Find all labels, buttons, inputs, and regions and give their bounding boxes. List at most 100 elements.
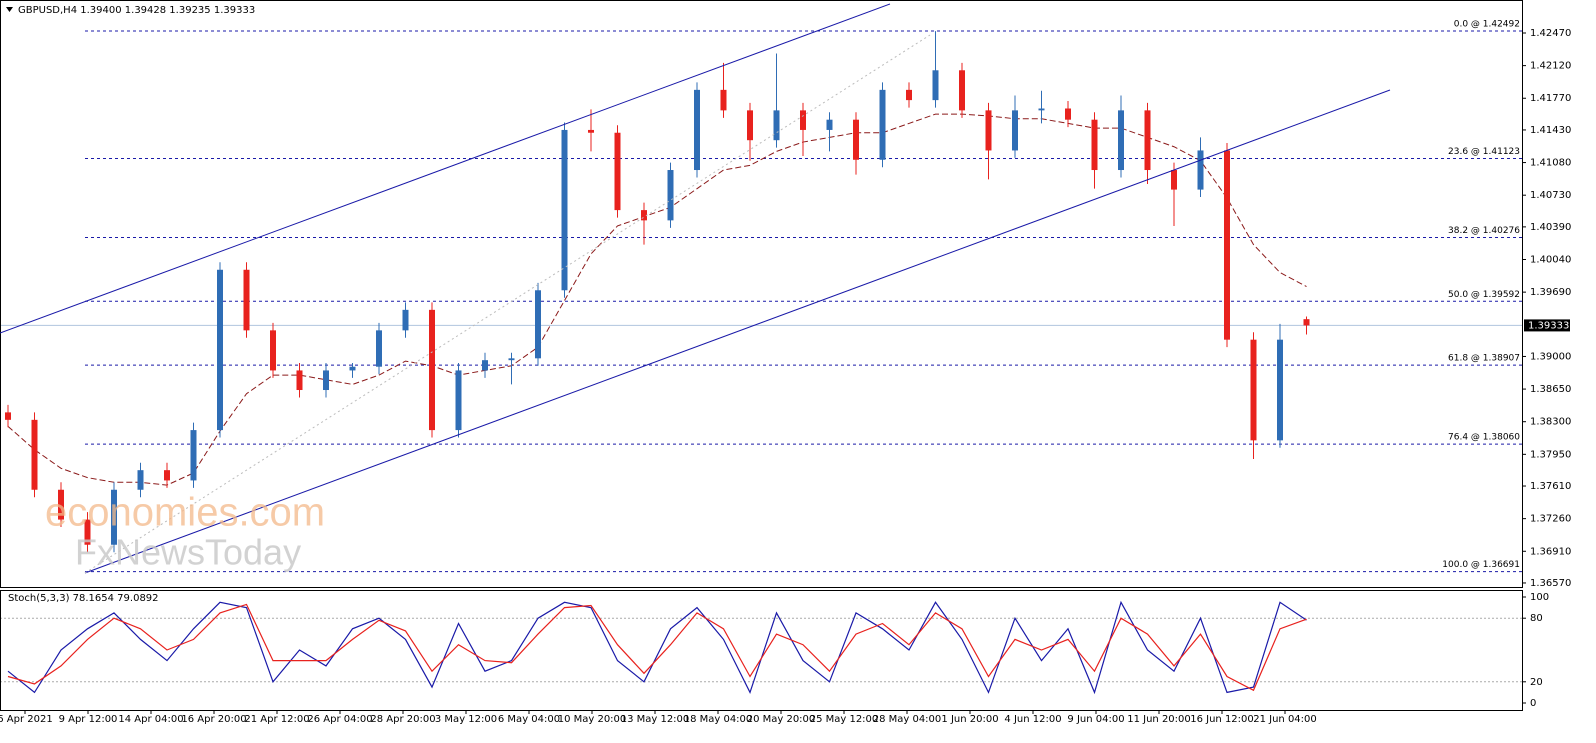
- y-tick-label: 1.39000: [1530, 351, 1571, 362]
- candle-body: [455, 370, 462, 431]
- candle-body: [270, 330, 276, 371]
- candle-body: [773, 110, 780, 141]
- y-tick-label: 1.41770: [1530, 93, 1571, 104]
- candle-body: [376, 330, 382, 367]
- watermark: FxNewsToday: [75, 532, 301, 573]
- x-tick-label: 28 May 04:00: [873, 714, 942, 725]
- menu-arrow: [6, 7, 13, 12]
- candle-body: [58, 489, 64, 520]
- candle-body: [985, 110, 992, 151]
- candle-body: [959, 70, 965, 111]
- x-tick-label: 18 May 04:00: [684, 714, 753, 725]
- layers: 1.42470 1.42120 1.41770 1.41430 1.41080 1.407…: [0, 19, 1571, 725]
- x-tick-label: 28 Apr 20:00: [370, 714, 435, 725]
- x-tick-label: 21 Jun 04:00: [1253, 714, 1317, 725]
- candle-body: [1065, 108, 1071, 120]
- y-tick-label: 1.40390: [1530, 222, 1571, 233]
- y-tick-label: 20: [1530, 677, 1543, 688]
- fib-label: 23.6 @ 1.41123: [1448, 147, 1520, 157]
- candle-body: [1038, 108, 1045, 111]
- candle-body: [84, 519, 91, 545]
- candle-body: [1197, 150, 1204, 190]
- stoch-line: [7, 600, 1307, 695]
- candle-body: [932, 70, 939, 101]
- fib-label: 100.0 @ 1.36691: [1442, 560, 1520, 570]
- candle-body: [1250, 339, 1257, 441]
- y-tick-label: 1.42120: [1530, 61, 1571, 72]
- last-price-label: 1.39333: [1528, 320, 1569, 331]
- last-price-box: [1524, 319, 1570, 332]
- x-tick-label: 3 May 12:00: [435, 714, 497, 725]
- y-tick-label: 0: [1530, 698, 1536, 709]
- fib-base-line: [84, 34, 931, 574]
- candle-body: [641, 210, 647, 221]
- x-tick-label: 13 May 12:00: [621, 714, 690, 725]
- x-tick-label: 16 Apr 20:00: [181, 714, 246, 725]
- fib-label: 50.0 @ 1.39592: [1448, 290, 1520, 300]
- candle-body: [190, 430, 197, 481]
- candle-body: [1144, 110, 1151, 171]
- y-tick-label: 1.40040: [1530, 255, 1571, 266]
- x-tick-label: 4 Jun 12:00: [1004, 714, 1061, 725]
- candle-body: [482, 360, 488, 371]
- candle-body: [906, 89, 912, 101]
- candle-body: [217, 269, 223, 431]
- candle-body: [1118, 110, 1124, 171]
- candle-body: [720, 89, 727, 111]
- x-tick-label: 11 Jun 20:00: [1127, 714, 1191, 725]
- y-tick-label: 1.38650: [1530, 384, 1571, 395]
- moving-average: [7, 113, 1307, 486]
- x-tick-label: 1 Jun 20:00: [941, 714, 998, 725]
- x-tick-label: 25 May 12:00: [810, 714, 879, 725]
- y-tick-label: 1.36910: [1530, 546, 1571, 557]
- y-tick-label: 1.37950: [1530, 449, 1571, 460]
- y-tick-label: 100: [1530, 592, 1549, 603]
- channel-lower: [84, 89, 1391, 574]
- candle-body: [111, 489, 117, 545]
- y-tick-label: 1.39690: [1530, 287, 1571, 298]
- candle-body: [164, 470, 170, 481]
- candle-body: [5, 412, 11, 420]
- sub-frame: [0, 590, 1523, 711]
- candle-body: [667, 170, 674, 221]
- x-tick-label: 14 Apr 04:00: [118, 714, 183, 725]
- candle-body: [1224, 150, 1230, 340]
- y-tick-label: 1.41430: [1530, 125, 1571, 136]
- candle-body: [1171, 170, 1177, 190]
- candle-body: [588, 129, 594, 133]
- x-tick-label: 6 Apr 2021: [0, 714, 53, 725]
- candle-body: [429, 309, 435, 431]
- fib-label: 0.0 @ 1.42492: [1454, 19, 1520, 29]
- candle-body: [349, 366, 356, 371]
- candle-body: [747, 110, 753, 141]
- x-tick-label: 9 Apr 12:00: [59, 714, 118, 725]
- candle-body: [800, 110, 806, 130]
- candle-body: [402, 309, 409, 331]
- candle-body: [296, 370, 303, 391]
- candle-body: [508, 358, 515, 361]
- main-frame: [0, 0, 1523, 588]
- x-tick-label: 21 Apr 12:00: [244, 714, 309, 725]
- candle-body: [1277, 339, 1283, 441]
- candle-body: [694, 89, 700, 171]
- sub-title: Stoch(5,3,3) 78.1654 79.0892: [8, 593, 159, 604]
- candle-body: [826, 119, 833, 130]
- y-tick-label: 1.37260: [1530, 514, 1571, 525]
- fib-label: 76.4 @ 1.38060: [1448, 433, 1520, 443]
- candle-body: [879, 89, 886, 160]
- candle-body: [1091, 119, 1098, 171]
- candle-body: [561, 129, 568, 291]
- x-tick-label: 20 May 20:00: [747, 714, 816, 725]
- x-tick-label: 6 May 04:00: [498, 714, 560, 725]
- watermark: economies.com: [45, 491, 325, 535]
- fib-label: 38.2 @ 1.40276: [1448, 226, 1520, 236]
- x-tick-label: 9 Jun 04:00: [1067, 714, 1124, 725]
- stoch-line: [7, 603, 1307, 692]
- x-tick-label: 26 Apr 04:00: [307, 714, 372, 725]
- candle-body: [323, 370, 329, 391]
- x-tick-label: 10 May 20:00: [558, 714, 627, 725]
- candle-body: [853, 119, 859, 160]
- y-tick-label: 1.37610: [1530, 481, 1571, 492]
